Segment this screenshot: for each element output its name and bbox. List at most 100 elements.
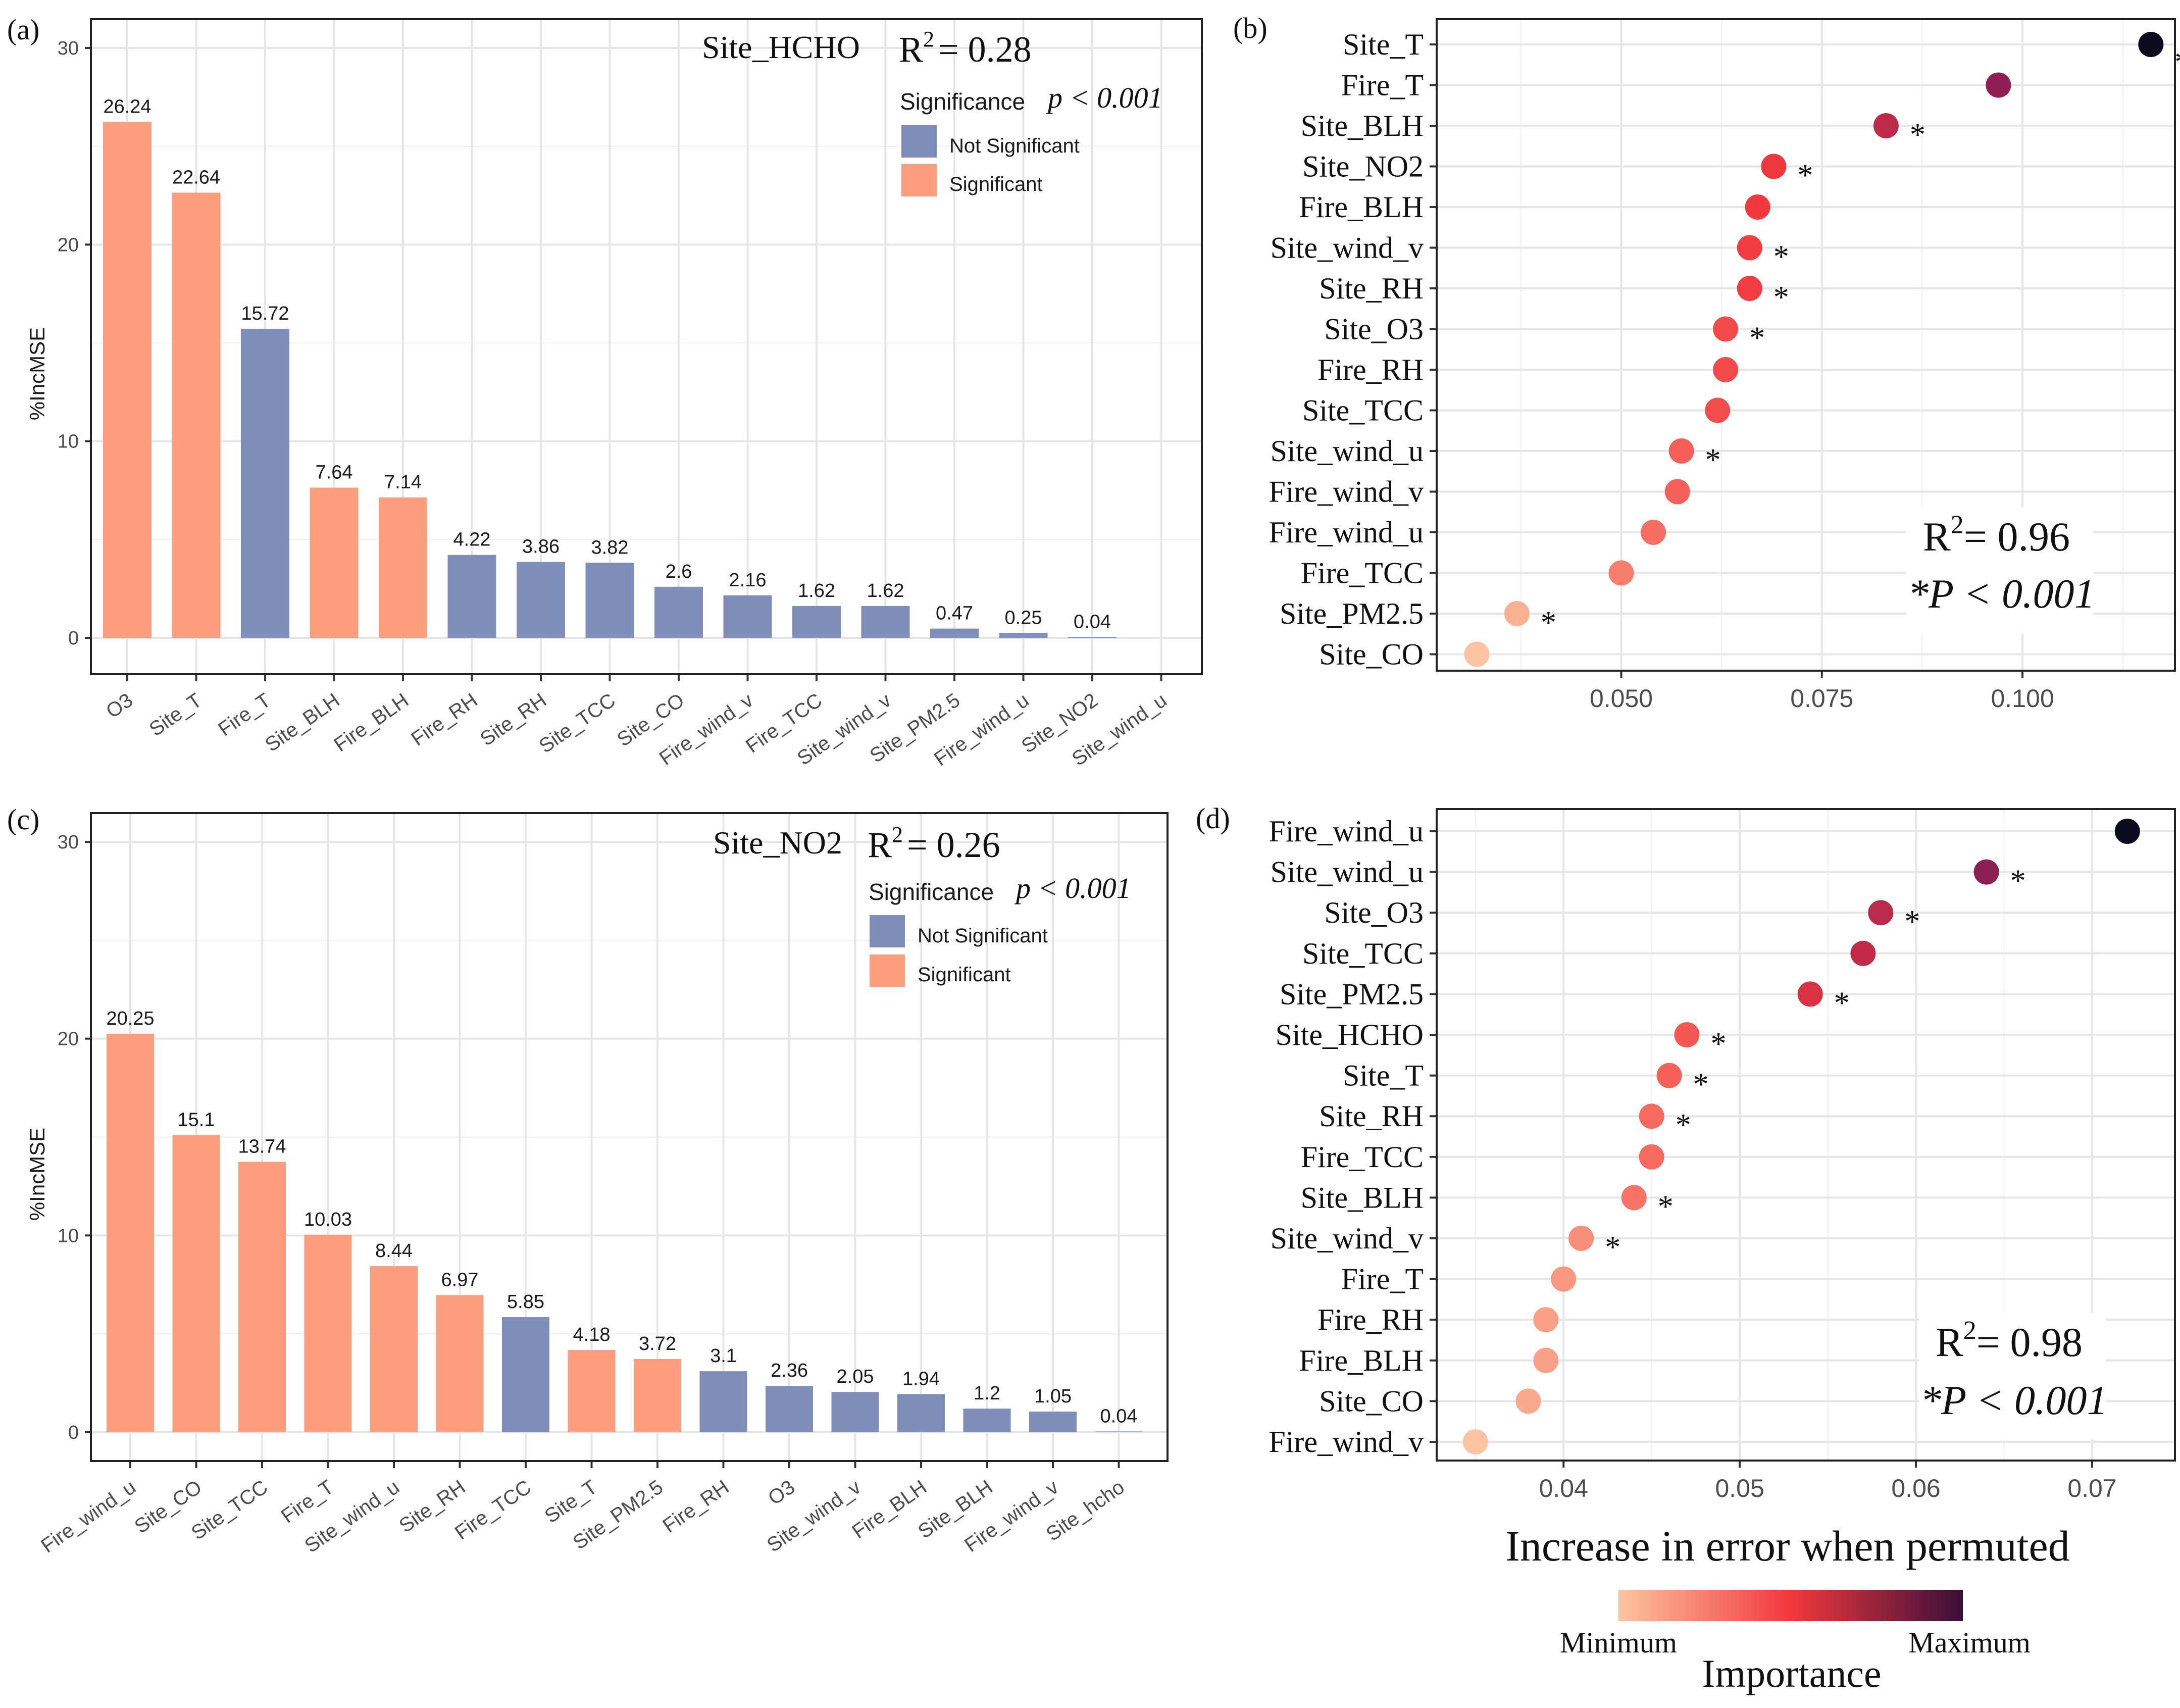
c-bar [502,1317,549,1432]
b-dot [1668,438,1694,464]
b-ytick-label: Fire_wind_u [1269,516,1424,549]
panel-c-r2-value: = 0.26 [907,825,1000,865]
a-value-label: 1.62 [867,580,904,601]
c-value-label: 3.72 [639,1333,676,1354]
a-value-label: 1.62 [798,580,835,601]
panel-c-legend-p: p < 0.001 [1014,872,1131,905]
b-ytick-label: Site_TCC [1302,394,1424,427]
panel-d-r2-sup: 2 [1963,1316,1976,1345]
panel-b-dots: ******** [1464,32,2180,667]
c-ytick-label: 30 [58,832,79,853]
a-value-label: 26.24 [103,96,151,117]
a-bar [379,497,427,638]
b-ytick-label: Site_NO2 [1302,150,1424,183]
c-bar [1095,1431,1143,1432]
a-bar [103,122,151,638]
panel-d-ylabels: Fire_wind_u Site_wind_u Site_O3 Site_TCC Sit… [1269,815,1437,1459]
b-xtick-label: 0.100 [1991,684,2054,713]
panel-d-dots: ******** [1462,819,2140,1454]
d-dot [1639,1103,1664,1129]
a-bar [517,562,565,638]
b-dot [1986,72,2011,98]
c-xtick-label: O3 [764,1476,799,1510]
b-significance-star: * [1773,280,1789,315]
panel-b-label: (b) [1233,12,1268,44]
d-significance-star: * [1605,1230,1620,1265]
panel-d-r2: R2= 0.98 [1936,1316,2083,1365]
a-bar [447,555,496,638]
d-xtick-label: 0.04 [1539,1474,1588,1502]
a-bar [723,595,772,638]
panel-c-value-labels: 20.25 15.1 13.74 10.03 8.44 6.97 5.85 4.18 3.72 3… [106,1008,1137,1427]
c-value-label: 1.05 [1034,1386,1072,1407]
c-xtick-label: Fire_wind_u [37,1476,140,1557]
c-bar [568,1350,616,1432]
c-bar [304,1235,352,1432]
panel-c-bars [107,1033,1143,1432]
panel-b-p: *P < 0.001 [1908,571,2095,617]
c-value-label: 20.25 [106,1008,154,1029]
b-significance-star: * [1910,118,1925,152]
b-ytick-label: Site_BLH [1301,109,1424,142]
a-xtick-label: Fire_BLH [330,689,413,756]
d-dot [1639,1144,1664,1170]
d-dot [2114,819,2140,844]
b-ytick-label: Fire_RH [1317,353,1424,386]
b-significance-star: * [1773,240,1789,274]
a-value-label: 4.22 [453,529,491,550]
panel-b-frame [1436,18,2176,672]
b-ytick-label: Site_T [1343,28,1424,61]
a-xtick-label: O3 [102,689,137,723]
c-value-label: 10.03 [304,1209,352,1230]
a-value-label: 3.82 [591,537,629,558]
importance-max-label: Maximum [1908,1626,2031,1659]
panel-b-r2-value: = 0.96 [1964,514,2070,560]
b-dot [1705,397,1731,423]
b-ytick-label: Site_PM2.5 [1280,597,1424,630]
a-bar [999,633,1048,638]
panel-c-yticks: 0 10 20 30 [58,832,92,1443]
b-ytick-label: Fire_wind_v [1269,475,1424,509]
b-significance-star: * [1705,443,1721,477]
panel-a-value-labels: 26.24 22.64 15.72 7.64 7.14 4.22 3.86 3.82 2.6 2.… [103,96,1111,632]
panel-b-stat-box [1906,508,2093,634]
a-ytick-label: 10 [58,431,79,453]
b-ytick-label: Site_CO [1319,638,1424,671]
b-significance-star: * [1797,159,1813,193]
b-ytick-label: Fire_T [1341,69,1424,102]
c-value-label: 13.74 [238,1136,286,1158]
panel-a: (a) %IncMSE 26.24 22.64 15.72 7.64 7.14 4.22 3… [7,13,1203,770]
d-significance-star: * [1658,1189,1674,1224]
panel-d: (d) ******** Fire_wind_uSite_wind_uSite_… [1196,802,2176,1570]
d-xtick-label: 0.07 [2067,1474,2116,1502]
d-significance-star: * [2010,864,2026,898]
c-bar [436,1295,484,1432]
panel-a-bars [103,122,1117,638]
c-value-label: 8.44 [375,1240,413,1262]
panel-a-r2: R2 = 0.28 [899,27,1032,70]
panel-b: (b) ******** Site_T Fire_T Site_BLH Site_NO… [1233,12,2180,713]
a-bar [654,586,703,638]
d-dot [1973,859,1999,885]
panel-a-legend-p: p < 0.001 [1046,81,1163,114]
b-dot [1608,560,1634,586]
d-ytick-label: Site_wind_v [1271,1222,1424,1255]
panel-b-r2-sup: 2 [1951,511,1964,539]
c-bar [172,1135,220,1432]
d-ytick-label: Site_O3 [1324,896,1424,929]
d-ytick-label: Site_BLH [1301,1181,1424,1214]
panel-a-r2-r: R [899,29,923,70]
b-dot [1504,601,1530,626]
d-dot [1674,1022,1700,1047]
b-significance-star: * [1749,321,1765,356]
d-dot [1551,1266,1577,1292]
c-bar [831,1392,879,1432]
panel-a-legend-swatch-ns [901,125,937,158]
d-ytick-label: Site_T [1343,1059,1424,1092]
a-bar [861,606,910,638]
panel-c-legend-swatch-sig [870,955,905,987]
d-ytick-label: Fire_wind_v [1269,1425,1424,1459]
b-ytick-label: Site_O3 [1324,313,1424,346]
